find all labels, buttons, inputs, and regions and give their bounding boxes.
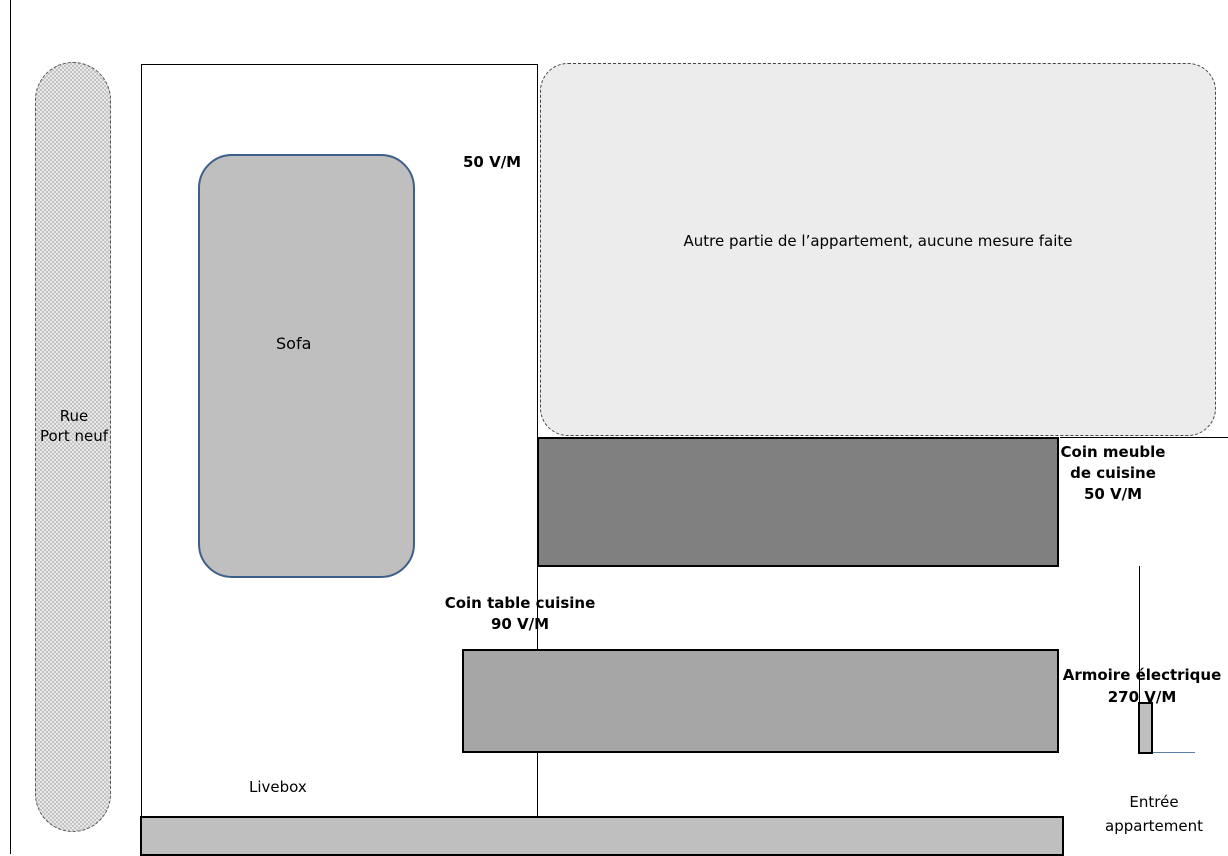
- measure-top-label: 50 V/M: [463, 153, 522, 171]
- other-area-shape: [540, 63, 1216, 436]
- street-strip: [35, 62, 111, 832]
- kitchen-furniture-label-line-1: Coin meuble: [1060, 443, 1166, 461]
- other-area-label: Autre partie de l’appartement, aucune me…: [683, 232, 1073, 250]
- kitchen-table-shape: [462, 649, 1059, 753]
- left-border-line: [10, 0, 11, 854]
- livebox-bar: [140, 816, 1064, 856]
- entry-label: Entrée appartement: [1084, 790, 1224, 838]
- kitchen-furniture-shape: [537, 437, 1059, 567]
- kitchen-furniture-label-line-3: 50 V/M: [1083, 485, 1143, 503]
- street-label-line-2: Port neuf: [39, 427, 109, 445]
- kitchen-furniture-label-line-2: de cuisine: [1070, 464, 1156, 482]
- right-divider-line: [1060, 437, 1228, 438]
- street-label: Rue Port neuf: [25, 406, 123, 446]
- electrical-panel-label: Armoire électrique 270 V/M: [1052, 664, 1228, 708]
- kitchen-table-label: Coin table cuisine 90 V/M: [420, 593, 620, 635]
- electrical-panel-box: [1138, 702, 1153, 754]
- street-label-line-1: Rue: [59, 407, 89, 425]
- electrical-panel-label-line-2: 270 V/M: [1107, 688, 1177, 706]
- entry-label-line-1: Entrée: [1129, 793, 1179, 811]
- sofa-shape: [198, 154, 415, 578]
- livebox-label: Livebox: [249, 778, 307, 796]
- sofa-label: Sofa: [276, 334, 312, 353]
- kitchen-furniture-label: Coin meuble de cuisine 50 V/M: [1048, 442, 1178, 505]
- kitchen-table-label-line-1: Coin table cuisine: [444, 594, 596, 612]
- electrical-panel-label-line-1: Armoire électrique: [1062, 666, 1222, 684]
- kitchen-table-label-line-2: 90 V/M: [490, 615, 550, 633]
- entry-line: [1153, 752, 1195, 753]
- electrical-panel-line: [1139, 566, 1140, 754]
- entry-label-line-2: appartement: [1105, 817, 1203, 835]
